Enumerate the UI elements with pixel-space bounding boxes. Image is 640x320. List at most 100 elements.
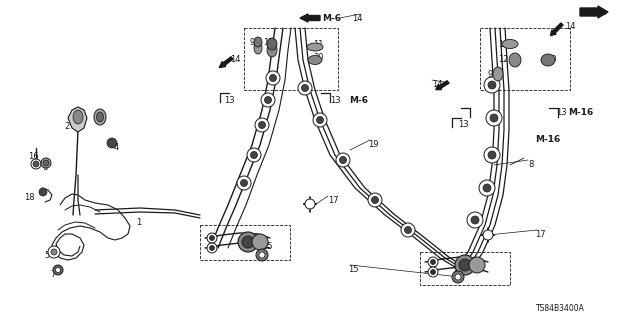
- Text: 14: 14: [230, 55, 241, 64]
- Circle shape: [336, 153, 350, 167]
- FancyArrow shape: [436, 81, 449, 90]
- Circle shape: [209, 236, 214, 241]
- Text: M-6: M-6: [322, 14, 341, 23]
- FancyArrow shape: [580, 6, 608, 18]
- Ellipse shape: [502, 39, 518, 49]
- Circle shape: [484, 147, 500, 163]
- Circle shape: [51, 249, 57, 255]
- Circle shape: [483, 230, 493, 240]
- Ellipse shape: [308, 55, 322, 65]
- Circle shape: [469, 257, 485, 273]
- Circle shape: [455, 274, 461, 280]
- Text: 12: 12: [263, 38, 273, 47]
- Bar: [200, 225, 290, 260]
- Circle shape: [242, 236, 254, 248]
- Text: 17: 17: [535, 230, 546, 239]
- Circle shape: [31, 159, 41, 169]
- Circle shape: [483, 184, 491, 192]
- Circle shape: [490, 114, 498, 122]
- Circle shape: [471, 216, 479, 224]
- Circle shape: [247, 148, 261, 162]
- Circle shape: [301, 84, 308, 92]
- Text: 15: 15: [262, 242, 273, 251]
- Circle shape: [56, 268, 61, 273]
- Circle shape: [371, 196, 378, 204]
- Circle shape: [256, 249, 268, 261]
- Circle shape: [207, 233, 217, 243]
- Circle shape: [339, 156, 346, 164]
- Circle shape: [252, 234, 268, 250]
- Bar: [480, 28, 570, 90]
- Text: 15: 15: [348, 265, 358, 274]
- Text: 10: 10: [546, 55, 557, 64]
- Circle shape: [259, 252, 265, 258]
- Text: M-16: M-16: [535, 135, 560, 144]
- FancyArrow shape: [300, 14, 320, 22]
- Text: 14: 14: [352, 14, 362, 23]
- Ellipse shape: [73, 110, 83, 124]
- Text: 13: 13: [224, 96, 235, 105]
- Text: 14: 14: [565, 22, 575, 31]
- Bar: [420, 252, 510, 285]
- Circle shape: [431, 269, 435, 275]
- Circle shape: [255, 118, 269, 132]
- Circle shape: [317, 116, 323, 124]
- FancyArrow shape: [219, 57, 233, 68]
- Circle shape: [107, 138, 117, 148]
- Circle shape: [488, 151, 496, 159]
- Circle shape: [428, 267, 438, 277]
- Circle shape: [269, 75, 276, 82]
- Text: 18: 18: [24, 193, 35, 202]
- Bar: [244, 28, 338, 90]
- Text: 13: 13: [556, 108, 566, 117]
- Circle shape: [43, 160, 49, 166]
- Text: 12: 12: [498, 55, 509, 64]
- Circle shape: [241, 180, 248, 187]
- Text: 9: 9: [488, 70, 493, 79]
- Circle shape: [259, 122, 266, 129]
- Ellipse shape: [267, 43, 277, 57]
- Text: M-16: M-16: [568, 108, 593, 117]
- Ellipse shape: [307, 43, 323, 51]
- Circle shape: [39, 188, 47, 196]
- Ellipse shape: [97, 112, 104, 122]
- Circle shape: [305, 199, 315, 209]
- Text: 6: 6: [42, 163, 47, 172]
- Circle shape: [467, 212, 483, 228]
- Circle shape: [209, 245, 214, 251]
- Text: 13: 13: [458, 120, 468, 129]
- Circle shape: [250, 151, 257, 158]
- Circle shape: [452, 271, 464, 283]
- Circle shape: [488, 81, 496, 89]
- Circle shape: [313, 113, 327, 127]
- Text: 14: 14: [432, 80, 442, 89]
- Ellipse shape: [267, 38, 277, 50]
- Circle shape: [484, 77, 500, 93]
- Text: 15: 15: [455, 264, 465, 273]
- Circle shape: [266, 71, 280, 85]
- Circle shape: [368, 193, 382, 207]
- Circle shape: [238, 232, 258, 252]
- Text: 4: 4: [114, 143, 119, 152]
- Text: 2: 2: [64, 122, 69, 131]
- Circle shape: [264, 97, 271, 103]
- Ellipse shape: [493, 67, 503, 81]
- Circle shape: [33, 161, 39, 167]
- Circle shape: [41, 158, 51, 168]
- Text: 17: 17: [328, 196, 339, 205]
- Circle shape: [401, 223, 415, 237]
- Text: 13: 13: [330, 96, 340, 105]
- Circle shape: [428, 257, 438, 267]
- Text: M-6: M-6: [349, 96, 368, 105]
- Text: 1: 1: [136, 218, 141, 227]
- Circle shape: [459, 259, 471, 271]
- Ellipse shape: [254, 37, 262, 47]
- Circle shape: [298, 81, 312, 95]
- Circle shape: [48, 246, 60, 258]
- Text: 9: 9: [250, 38, 255, 47]
- Polygon shape: [68, 107, 87, 132]
- Ellipse shape: [509, 53, 521, 67]
- Circle shape: [261, 93, 275, 107]
- Text: 8: 8: [528, 160, 533, 169]
- Text: 11: 11: [313, 40, 323, 49]
